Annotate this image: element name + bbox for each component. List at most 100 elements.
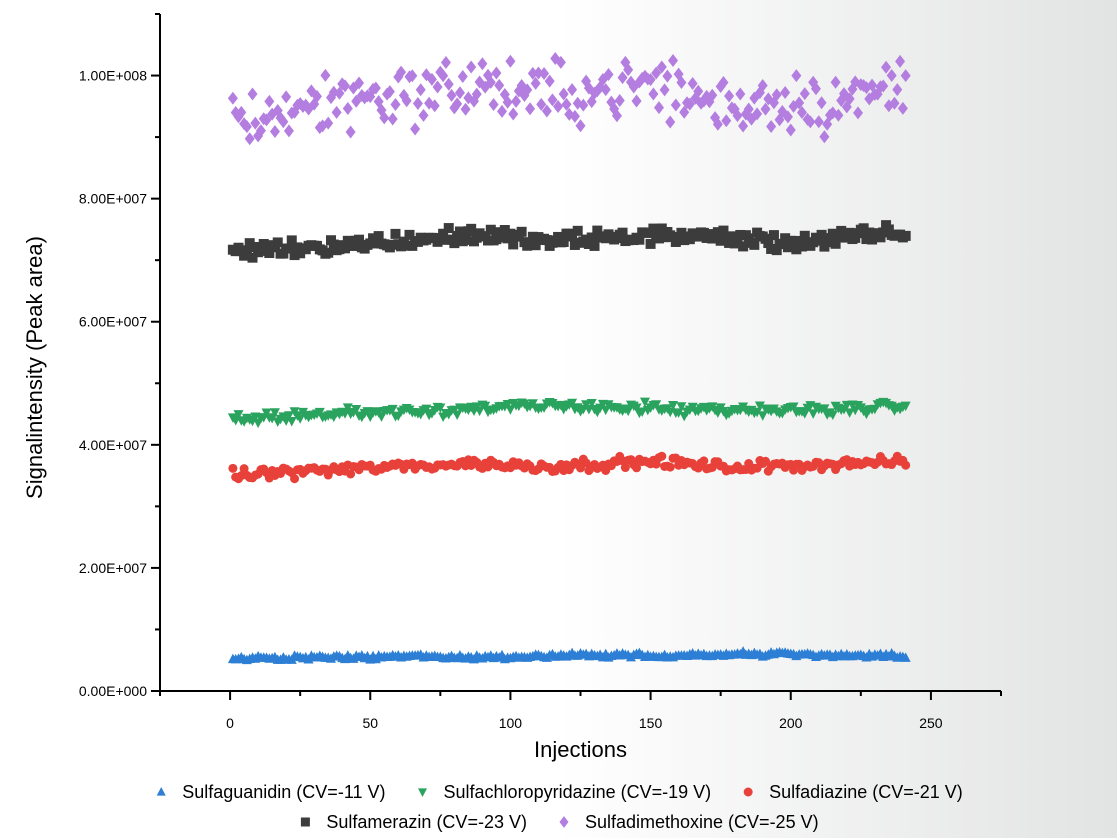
data-point bbox=[631, 403, 642, 413]
data-point bbox=[544, 74, 555, 88]
data-point bbox=[796, 241, 807, 252]
data-point bbox=[396, 65, 407, 79]
data-point bbox=[878, 227, 889, 238]
data-point bbox=[592, 225, 603, 236]
data-point bbox=[782, 242, 793, 253]
data-point bbox=[810, 82, 821, 96]
data-point bbox=[340, 243, 351, 254]
series-2 bbox=[227, 397, 911, 429]
data-point bbox=[761, 456, 771, 466]
data-point bbox=[827, 410, 838, 421]
data-point bbox=[511, 94, 522, 108]
data-point bbox=[569, 109, 580, 123]
data-point bbox=[485, 224, 496, 235]
legend-label: Sulfachloropyridazine (CV=-19 V) bbox=[444, 782, 712, 802]
data-point bbox=[452, 97, 463, 111]
data-point bbox=[684, 234, 695, 245]
data-point bbox=[726, 231, 737, 242]
data-point bbox=[331, 105, 342, 119]
data-point bbox=[292, 242, 303, 253]
data-point bbox=[698, 227, 709, 238]
data-point bbox=[264, 247, 275, 258]
data-point bbox=[656, 223, 667, 234]
data-point bbox=[497, 232, 508, 243]
data-point bbox=[342, 102, 353, 116]
legend-item: Sulfachloropyridazine (CV=-19 V) bbox=[418, 782, 711, 802]
data-point bbox=[527, 66, 538, 80]
data-point bbox=[768, 230, 779, 241]
data-point bbox=[387, 404, 398, 415]
data-point bbox=[255, 245, 266, 256]
data-point bbox=[351, 94, 362, 108]
data-point bbox=[581, 400, 592, 410]
data-point bbox=[900, 69, 911, 83]
data-point bbox=[805, 115, 816, 129]
x-tick-label: 200 bbox=[779, 715, 803, 731]
data-point bbox=[446, 88, 457, 102]
data-point bbox=[485, 75, 496, 89]
data-point bbox=[255, 124, 266, 138]
axes: 0 50 100 150 200 250 0.00E+000 2.00E+007 4.00E+0… bbox=[79, 13, 1002, 731]
data-point bbox=[712, 227, 723, 238]
data-point bbox=[858, 223, 869, 234]
data-point bbox=[878, 79, 889, 93]
data-point bbox=[718, 76, 729, 90]
data-point bbox=[676, 227, 687, 238]
x-tick-label: 50 bbox=[362, 715, 378, 731]
x-axis-title: Injections bbox=[534, 737, 627, 762]
x-tick-label: 150 bbox=[639, 715, 663, 731]
data-point bbox=[653, 233, 664, 244]
data-point bbox=[617, 227, 628, 238]
y-tick-label: 2.00E+007 bbox=[79, 560, 147, 576]
data-point bbox=[833, 108, 844, 122]
legend-item: Sulfadiazine (CV=-21 V) bbox=[743, 782, 963, 802]
data-point bbox=[735, 229, 746, 240]
data-point bbox=[482, 235, 493, 246]
data-point bbox=[648, 223, 659, 234]
data-point bbox=[631, 94, 642, 108]
data-point bbox=[555, 55, 566, 69]
data-point bbox=[283, 124, 294, 138]
data-point bbox=[830, 75, 841, 89]
data-point bbox=[454, 226, 465, 237]
data-point bbox=[575, 119, 586, 133]
data-point bbox=[418, 108, 429, 122]
data-point bbox=[368, 233, 379, 244]
data-point bbox=[816, 96, 827, 110]
data-point bbox=[766, 120, 777, 134]
data-point bbox=[440, 234, 451, 245]
data-point bbox=[488, 97, 499, 111]
data-point bbox=[771, 245, 782, 256]
data-point bbox=[816, 229, 827, 240]
data-point bbox=[460, 102, 471, 116]
data-point bbox=[897, 101, 908, 115]
legend-item: Sulfamerazin (CV=-23 V) bbox=[300, 812, 527, 832]
data-point bbox=[491, 66, 502, 80]
data-point bbox=[233, 410, 244, 420]
data-point bbox=[684, 97, 695, 111]
data-point bbox=[283, 243, 294, 254]
data-point bbox=[236, 105, 247, 119]
data-point bbox=[656, 60, 667, 74]
data-point bbox=[410, 122, 421, 136]
data-point bbox=[620, 55, 631, 69]
data-point bbox=[261, 408, 272, 418]
data-point bbox=[261, 113, 272, 127]
data-point bbox=[620, 463, 630, 473]
data-point bbox=[354, 234, 365, 245]
data-point bbox=[320, 68, 331, 82]
data-point bbox=[883, 224, 894, 235]
data-point bbox=[311, 89, 322, 103]
data-point bbox=[370, 81, 381, 95]
legend-marker bbox=[559, 816, 569, 828]
data-point bbox=[525, 102, 536, 116]
data-point bbox=[499, 225, 510, 236]
data-point bbox=[227, 91, 238, 105]
legend: Sulfaguanidin (CV=-11 V) Sulfachloropyrid… bbox=[156, 782, 963, 832]
data-point bbox=[782, 110, 793, 124]
data-point bbox=[611, 109, 622, 123]
data-point bbox=[407, 69, 418, 83]
data-point bbox=[844, 408, 855, 418]
data-point bbox=[738, 241, 749, 252]
data-point bbox=[536, 97, 547, 111]
